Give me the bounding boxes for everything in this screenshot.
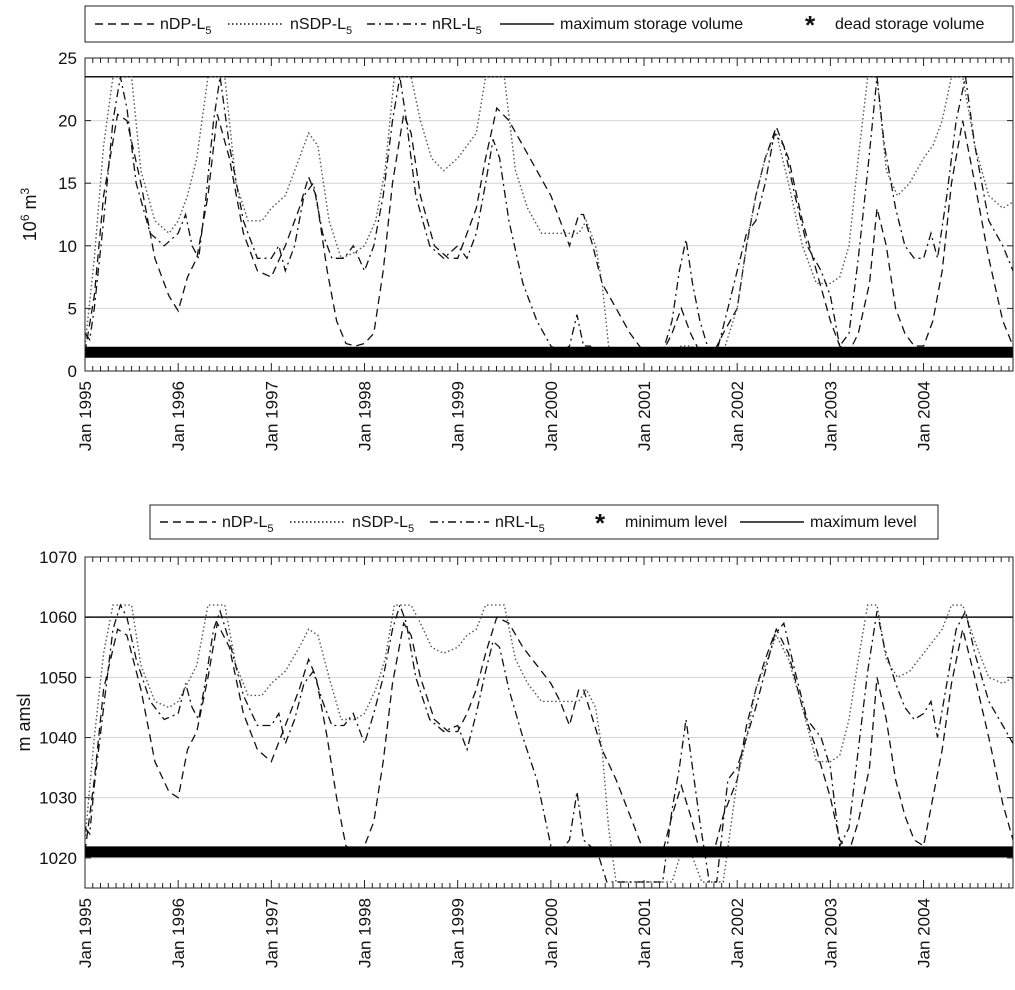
chart-2: 1020 1030 1040 1050 1060 1070 Jan 1995 Jan 1996… [14,505,1013,968]
legend-asterisk-icon: * [595,508,606,538]
x-tick-label: Jan 1999 [449,381,468,451]
plot-area [85,77,1013,352]
y-axis-label: 106 m3 [18,187,40,241]
chart-1: 0 5 10 15 20 25 Jan 1995 Jan 1996 Jan 1997 Jan 19… [18,6,1013,451]
y-tick-label: 10 [58,237,77,256]
y-tick-label: 1050 [39,668,77,687]
legend-label: dead storage volume [835,16,985,33]
legend-label: maximum storage volume [560,16,743,33]
y-tick-label: 1020 [39,849,77,868]
x-tick-label: Jan 1996 [169,381,188,451]
x-tick-label: Jan 1998 [356,898,375,968]
x-tick-label: Jan 2002 [728,898,747,968]
series-line [85,617,1013,852]
legend: nDP-L5 nSDP-L5 nRL-L5 * minimum level maximum… [150,505,938,539]
axes-box [85,58,1013,371]
x-tick-label: Jan 1997 [262,898,281,968]
x-tick-label: Jan 2000 [542,898,561,968]
x-tick-label: Jan 2004 [915,381,934,451]
series-line [85,77,1013,352]
y-tick-label: 1070 [39,548,77,567]
y-tick-label: 0 [68,362,77,381]
series-line [85,605,1013,882]
y-tick-label: 1040 [39,729,77,748]
y-tick-label: 20 [58,112,77,131]
x-tick-label: Jan 1997 [262,381,281,451]
x-tick-label: Jan 1999 [449,898,468,968]
x-tick-label: Jan 2002 [728,381,747,451]
x-tick-label: Jan 2001 [635,898,654,968]
x-tick-label: Jan 2004 [915,898,934,968]
x-tick-label: Jan 1998 [356,381,375,451]
x-tick-label: Jan 1995 [76,381,95,451]
series-line [85,108,1013,352]
x-tick-label: Jan 2001 [635,381,654,451]
x-tick-label: Jan 2003 [821,898,840,968]
x-tick-label: Jan 2003 [821,381,840,451]
x-tick-label: Jan 2000 [542,381,561,451]
y-tick-label: 1030 [39,789,77,808]
x-tick-label: Jan 1996 [169,898,188,968]
series-line [85,77,1013,352]
plot-area [85,605,1013,882]
legend-label: minimum level [625,514,727,531]
y-tick-label: 1060 [39,608,77,627]
y-tick-label: 15 [58,174,77,193]
y-tick-label: 5 [68,299,77,318]
y-axis-label: m amsl [14,694,34,752]
legend: nDP-L5 nSDP-L5 nRL-L5 maximum storage volum… [85,6,1013,42]
y-tick-label: 25 [58,49,77,68]
legend-asterisk-icon: * [805,10,816,40]
x-tick-label: Jan 1995 [76,898,95,968]
legend-label: maximum level [810,514,917,531]
series-line [85,605,1013,882]
